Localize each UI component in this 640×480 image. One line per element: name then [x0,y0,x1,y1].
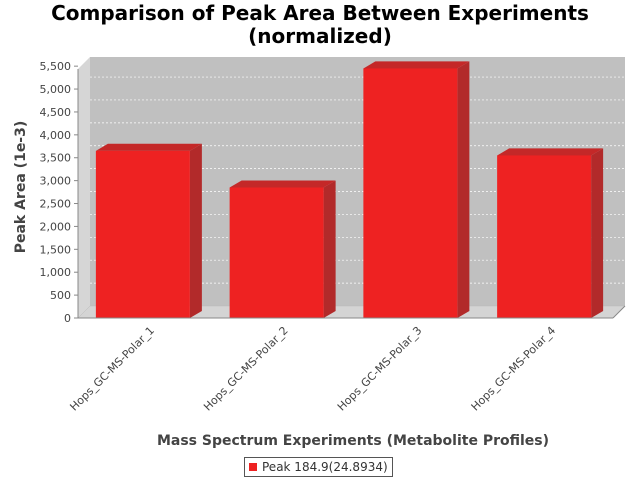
y-tick-label: 1,000 [40,266,72,279]
bar [363,61,470,319]
y-tick-label: 2,000 [40,220,72,233]
axes [74,65,626,319]
y-tick-label: 5,500 [40,60,72,73]
bar-top [497,148,604,156]
bar-front [229,187,324,318]
x-tick-labels: Hops_GC-MS-Polar_1 Hops_GC-MS-Polar_2 Hops… [67,324,558,414]
bar-front [95,150,190,318]
y-tick-label: 5,000 [40,83,72,96]
chart-title-line-2: (normalized) [248,24,392,48]
plot-back-wall [90,57,625,306]
y-tick-label: 4,500 [40,106,72,119]
bar-side [591,148,604,318]
bar-front [497,155,592,318]
y-tick-labels: 0 500 1,000 1,500 2,000 2,500 3,000 3,500 4,000 4… [40,60,72,325]
bar [229,180,336,318]
y-tick-label: 3,000 [40,175,72,188]
y-tick-label: 4,000 [40,129,72,142]
plot-side-wall [78,57,90,318]
y-tick-label: 500 [50,289,71,302]
x-axis-end [612,305,626,319]
y-tick-label: 1,500 [40,243,72,256]
bar [497,148,604,318]
x-axis-label: Mass Spectrum Experiments (Metabolite Pr… [157,433,549,449]
x-tick-label: Hops_GC-MS-Polar_4 [469,324,559,414]
y-tick-label: 2,500 [40,198,72,211]
legend-label: Peak 184.9(24.8934) [262,460,388,474]
bar [95,143,202,318]
x-tick-label: Hops_GC-MS-Polar_1 [67,324,157,414]
chart-title-line-1: Comparison of Peak Area Between Experime… [51,1,589,25]
y-tick-label: 0 [64,312,71,325]
legend-swatch [249,463,257,471]
x-tick-label: Hops_GC-MS-Polar_3 [335,324,425,414]
bar-front [363,68,458,319]
bar-top [229,180,336,188]
y-axis-label: Peak Area (1e-3) [13,121,29,254]
x-tick-label: Hops_GC-MS-Polar_2 [201,324,291,414]
bar-side [457,61,470,318]
y-tick-label: 3,500 [40,152,72,165]
bars [95,61,604,319]
plot-background [77,57,626,319]
bar-side [323,180,336,318]
bar-side [189,143,202,318]
bar-top [95,143,202,151]
legend: Peak 184.9(24.8934) [244,457,393,477]
bar-top [363,61,470,69]
chart-title: Comparison of Peak Area Between Experime… [0,2,640,48]
